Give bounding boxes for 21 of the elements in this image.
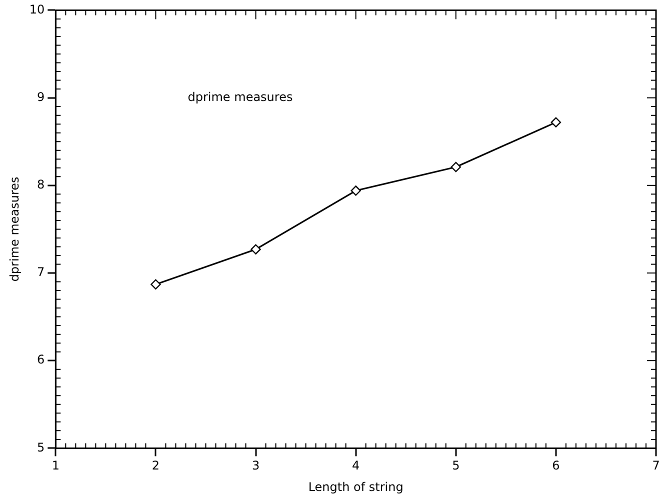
y-tick-label: 6	[37, 352, 45, 367]
y-tick-label: 9	[37, 90, 45, 104]
x-tick-label: 5	[452, 458, 460, 473]
x-axis-title: Length of string	[308, 480, 404, 494]
y-tick-label: 8	[37, 178, 45, 192]
point	[250, 244, 261, 254]
y-axis-title: dprime measures	[7, 176, 22, 282]
x-tick-label: 3	[252, 458, 260, 473]
x-tick-label: 7	[652, 458, 660, 473]
y-tick-label: 5	[37, 440, 45, 454]
point	[150, 279, 161, 290]
point	[450, 162, 461, 172]
x-tick-label: 4	[352, 458, 360, 473]
annotation: dprime measures	[188, 90, 293, 104]
x-tick-label: 2	[152, 458, 160, 473]
x-tick-label: 1	[52, 458, 60, 473]
x-tick-label: 6	[552, 458, 560, 473]
y-tick-label: 10	[29, 2, 45, 16]
point	[550, 117, 562, 128]
y-tick-label: 7	[37, 265, 45, 280]
point	[350, 186, 361, 196]
